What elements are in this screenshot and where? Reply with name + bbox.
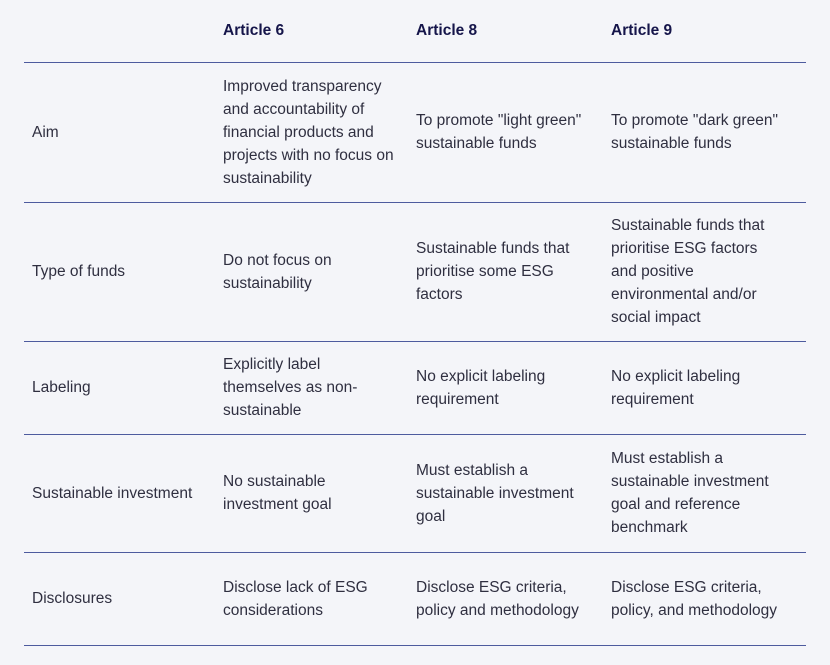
cell-labeling-article8: No explicit labeling requirement [416,341,611,435]
cell-sustainable-investment-article8: Must establish a sustainable investment … [416,434,611,553]
table-header: Article 6 Article 8 Article 9 [24,0,806,63]
header-row: Article 6 Article 8 Article 9 [24,0,806,63]
cell-aim-article9: To promote "dark green" sustainable fund… [611,62,806,203]
table-body: Aim Improved transparency and accountabi… [24,62,806,646]
cell-aim-article6: Improved transparency and accountability… [223,62,416,203]
header-article-6: Article 6 [223,0,416,63]
row-label-disclosures: Disclosures [24,552,223,646]
header-article-8: Article 8 [416,0,611,63]
cell-aim-article8: To promote "light green" sustainable fun… [416,62,611,203]
row-label-labeling: Labeling [24,341,223,435]
cell-labeling-article6: Explicitly label themselves as non-susta… [223,341,416,435]
sfdr-article-comparison-table: Article 6 Article 8 Article 9 Aim Improv… [24,0,806,646]
cell-type-of-funds-article6: Do not focus on sustainability [223,202,416,342]
cell-labeling-article9: No explicit labeling requirement [611,341,806,435]
header-empty-cell [24,0,223,63]
table-row-labeling: Labeling Explicitly label themselves as … [24,341,806,435]
cell-disclosures-article6: Disclose lack of ESG considerations [223,552,416,646]
cell-disclosures-article8: Disclose ESG criteria, policy and method… [416,552,611,646]
table-row-disclosures: Disclosures Disclose lack of ESG conside… [24,552,806,646]
header-article-9: Article 9 [611,0,806,63]
table-row-type-of-funds: Type of funds Do not focus on sustainabi… [24,202,806,342]
table-row-sustainable-investment: Sustainable investment No sustainable in… [24,434,806,553]
table-row-aim: Aim Improved transparency and accountabi… [24,62,806,203]
row-label-sustainable-investment: Sustainable investment [24,434,223,553]
cell-sustainable-investment-article6: No sustainable investment goal [223,434,416,553]
cell-sustainable-investment-article9: Must establish a sustainable investment … [611,434,806,553]
row-label-type-of-funds: Type of funds [24,202,223,342]
cell-type-of-funds-article9: Sustainable funds that prioritise ESG fa… [611,202,806,342]
cell-disclosures-article9: Disclose ESG criteria, policy, and metho… [611,552,806,646]
cell-type-of-funds-article8: Sustainable funds that prioritise some E… [416,202,611,342]
row-label-aim: Aim [24,62,223,203]
